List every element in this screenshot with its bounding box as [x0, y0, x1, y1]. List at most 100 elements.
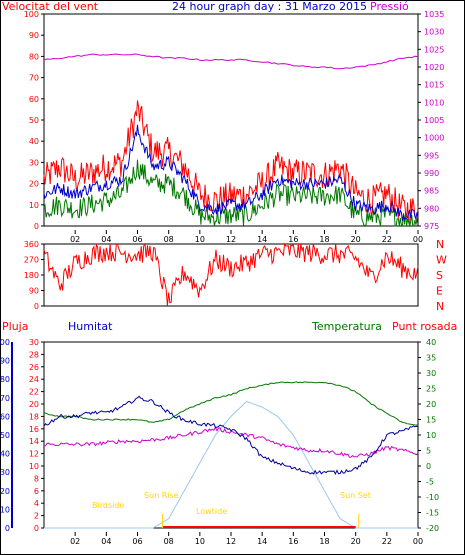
wind-xtick-label: 14 [257, 235, 267, 244]
pressure-ytick-label: 1020 [424, 63, 444, 72]
pressure-ytick-label: 990 [424, 169, 439, 178]
temp-ytick-label: -20 [426, 524, 439, 533]
rain-ytick-label: 4 [34, 499, 39, 508]
lowtide-label: Lowtide [196, 507, 227, 516]
humidity-ytick-label: 10 [0, 505, 10, 514]
sunset-label: Sun Set [340, 491, 371, 500]
pressure-ytick-label: 1035 [424, 10, 444, 19]
pressure-label: Pressió [370, 0, 409, 13]
wind-xtick-label: 10 [195, 235, 205, 244]
pressure-ytick-label: 1025 [424, 45, 444, 54]
wind-xtick-label: 18 [319, 235, 329, 244]
humidity-xtick-label: 14 [257, 537, 267, 546]
compass-label: N [436, 238, 444, 251]
rain-ytick-label: 30 [29, 338, 39, 347]
wind-xtick-label: 06 [132, 235, 142, 244]
temperature-label: Temperatura [311, 320, 382, 333]
humidity-ytick-label: 0 [5, 524, 10, 533]
direction-ytick-label: 90 [29, 287, 39, 296]
wind-ytick-label: 70 [29, 74, 39, 83]
rain-ytick-label: 22 [29, 388, 39, 397]
humidity-ytick-label: 30 [0, 468, 10, 477]
temperature-line [43, 381, 419, 426]
humidity-temperature-panel: 0102030405060708090100024681012141618202… [0, 338, 439, 546]
wind-ytick-label: 50 [29, 116, 39, 125]
humidity-label: Humitat [68, 320, 113, 333]
humidity-ytick-label: 20 [0, 487, 10, 496]
humidity-xtick-label: 18 [319, 537, 329, 546]
humidity-ytick-label: 80 [0, 375, 10, 384]
dewpoint-label: Punt rosada [392, 320, 457, 333]
humidity-xtick-label: 08 [164, 537, 174, 546]
wind-speed-label: Velocitat del vent [2, 0, 99, 13]
temp-ytick-label: 20 [426, 400, 436, 409]
wind-ytick-label: 100 [24, 10, 39, 19]
pressure-ytick-label: 1005 [424, 116, 444, 125]
pressure-ytick-label: 1015 [424, 81, 444, 90]
pressure-ytick-label: 1030 [424, 28, 444, 37]
rain-ytick-label: 12 [29, 450, 39, 459]
humidity-xtick-label: 22 [382, 537, 392, 546]
rain-ytick-label: 0 [34, 524, 39, 533]
temp-ytick-label: -5 [426, 478, 434, 487]
temp-ytick-label: -15 [426, 509, 439, 518]
rain-ytick-label: 6 [34, 487, 39, 496]
pressure-ytick-label: 980 [424, 204, 439, 213]
wind-direction-line [43, 242, 419, 307]
pressure-ytick-label: 975 [424, 222, 439, 231]
humidity-xtick-label: 12 [226, 537, 236, 546]
pressure-ytick-label: 1010 [424, 98, 444, 107]
wind-ytick-label: 20 [29, 180, 39, 189]
wind-xtick-label: 04 [101, 235, 111, 244]
direction-ytick-label: 270 [24, 256, 39, 265]
temp-ytick-label: 25 [426, 385, 436, 394]
rain-ytick-label: 2 [34, 512, 39, 521]
temp-ytick-label: 5 [426, 447, 431, 456]
wind-ytick-label: 0 [34, 222, 39, 231]
direction-ytick-label: 360 [24, 240, 39, 249]
temp-ytick-label: -10 [426, 493, 439, 502]
rain-ytick-label: 28 [29, 350, 39, 359]
birdside-label: Birdside [92, 501, 124, 510]
wind-ytick-label: 30 [29, 158, 39, 167]
humidity-ytick-label: 60 [0, 412, 10, 421]
rain-ytick-label: 8 [34, 474, 39, 483]
humidity-xtick-label: 16 [288, 537, 298, 546]
compass-label: W [436, 254, 447, 267]
direction-ytick-label: 0 [34, 302, 39, 311]
humidity-ytick-label: 50 [0, 431, 10, 440]
wind-ytick-label: 80 [29, 52, 39, 61]
rain-ytick-label: 16 [29, 425, 39, 434]
wind-xtick-label: 08 [164, 235, 174, 244]
temp-ytick-label: 0 [426, 462, 431, 471]
wind-ytick-label: 40 [29, 137, 39, 146]
rain-ytick-label: 26 [29, 363, 39, 372]
rain-ytick-label: 24 [29, 375, 39, 384]
humidity-ytick-label: 100 [0, 338, 10, 347]
wind-xtick-label: 12 [226, 235, 236, 244]
temp-ytick-label: 15 [426, 416, 436, 425]
humidity-xtick-label: 06 [132, 537, 142, 546]
compass-label: N [436, 300, 444, 313]
rain-ytick-label: 14 [29, 437, 39, 446]
rain-ytick-label: 10 [29, 462, 39, 471]
compass-label: S [436, 269, 443, 282]
pressure-ytick-label: 995 [424, 151, 439, 160]
rain-label: Pluja [2, 320, 28, 333]
humidity-ytick-label: 40 [0, 450, 10, 459]
temp-ytick-label: 35 [426, 354, 436, 363]
humidity-xtick-label: 02 [70, 537, 80, 546]
compass-label: E [436, 285, 443, 298]
temp-ytick-label: 40 [426, 338, 436, 347]
wind-xtick-label: 16 [288, 235, 298, 244]
wind-ytick-label: 90 [29, 31, 39, 40]
humidity-xtick-label: 10 [195, 537, 205, 546]
wind-xtick-label: 02 [70, 235, 80, 244]
temp-ytick-label: 10 [426, 431, 436, 440]
wind-xtick-label: 22 [382, 235, 392, 244]
rain-ytick-label: 20 [29, 400, 39, 409]
pressure-ytick-label: 985 [424, 187, 439, 196]
pressure-line [43, 53, 419, 70]
